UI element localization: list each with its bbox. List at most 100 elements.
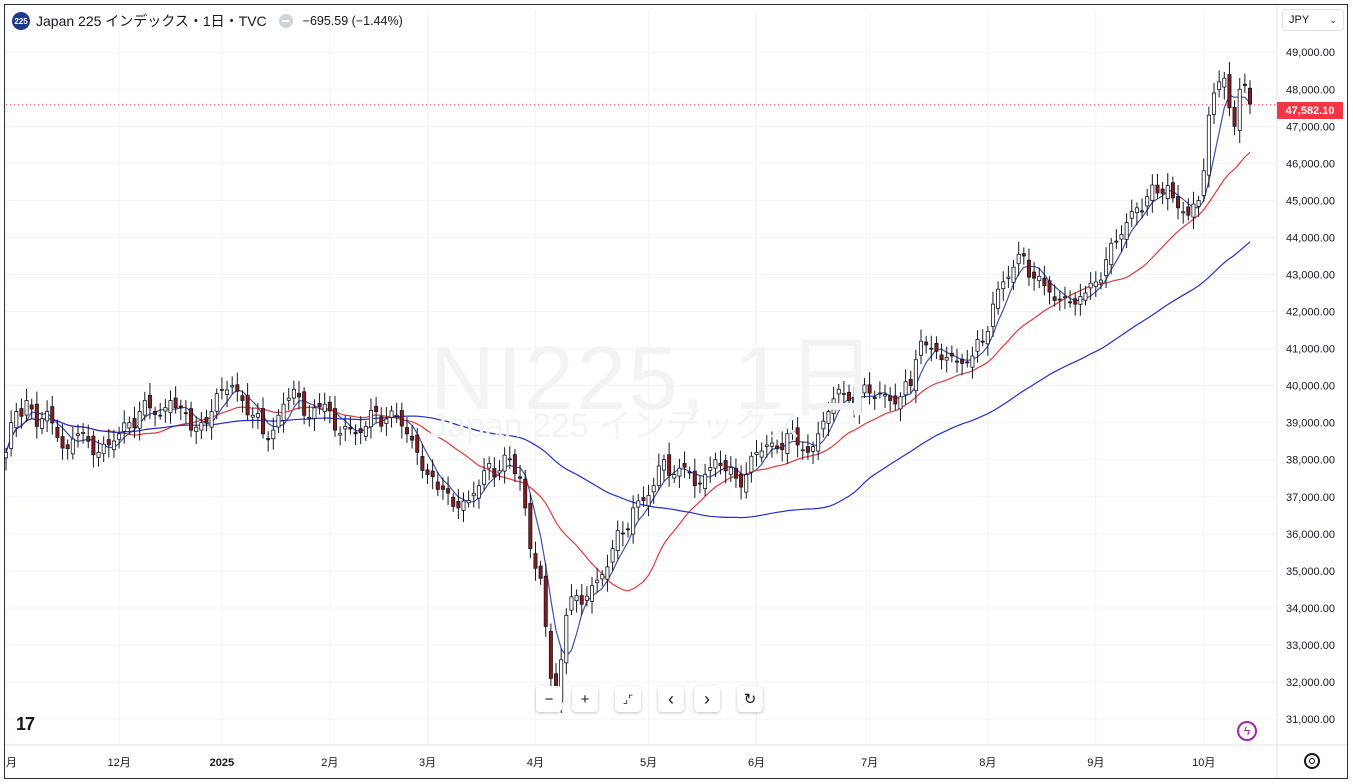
- candle-body: [985, 331, 990, 345]
- candle-body: [841, 393, 846, 395]
- candle-body: [86, 436, 91, 442]
- symbol-badge-icon: 225: [12, 12, 30, 30]
- candle-body: [497, 470, 502, 474]
- watermark-name: Japan 225 インデックス: [430, 407, 802, 445]
- candle-body: [898, 396, 903, 410]
- candle-body: [317, 402, 322, 407]
- candle-body: [1201, 170, 1206, 196]
- candle-body: [1114, 240, 1119, 243]
- candle-body: [1181, 211, 1186, 214]
- candle-body: [261, 408, 266, 435]
- candle-body: [353, 431, 358, 435]
- refresh-button[interactable]: ↻: [737, 686, 763, 712]
- candle-body: [610, 548, 615, 563]
- candle-body: [1001, 281, 1006, 290]
- x-tick-label: 2月: [321, 757, 338, 769]
- candle-body: [656, 465, 661, 486]
- candle-body: [867, 384, 872, 394]
- candle-body: [1196, 200, 1201, 207]
- candle-body: [512, 454, 517, 475]
- y-axis-labels: 31,000.00 32,000.00 33,000.00 34,000.00 35,0…: [1286, 47, 1335, 726]
- candle-body: [307, 416, 312, 419]
- candle-body: [1248, 87, 1252, 105]
- candle-body: [538, 565, 543, 579]
- candle-body: [1242, 83, 1247, 86]
- scroll-back-button[interactable]: ‹: [658, 686, 684, 712]
- candle-body: [682, 463, 687, 468]
- candle-body: [189, 408, 194, 431]
- lightning-icon[interactable]: ϟ: [1237, 721, 1257, 741]
- candle-body: [1155, 184, 1160, 194]
- candle-body: [91, 435, 96, 456]
- candle-body: [641, 497, 646, 501]
- gear-icon[interactable]: [1304, 753, 1320, 769]
- candle-body: [75, 433, 80, 436]
- candle-body: [600, 574, 605, 580]
- candle-body: [857, 396, 862, 413]
- candle-body: [703, 474, 708, 489]
- symbol-title[interactable]: Japan 225 インデックス・1日・TVC: [36, 13, 267, 29]
- candle-body: [230, 385, 235, 388]
- scroll-forward-button[interactable]: ›: [694, 686, 720, 712]
- candle-body: [1140, 210, 1145, 213]
- candle-body: [924, 341, 929, 346]
- candle-body: [872, 396, 877, 399]
- candle-body: [687, 471, 692, 474]
- candle-body: [651, 485, 656, 493]
- candle-body: [528, 503, 533, 550]
- zoom-in-button[interactable]: +: [572, 686, 598, 712]
- candle-body: [96, 451, 101, 458]
- candle-body: [620, 532, 625, 535]
- candle-body: [1124, 222, 1129, 240]
- candle-body: [122, 422, 127, 432]
- candle-body: [595, 579, 600, 584]
- y-tick-label: 34,000.00: [1286, 603, 1335, 615]
- candle-body: [1016, 253, 1021, 265]
- candle-body: [209, 411, 214, 428]
- candle-body: [764, 444, 769, 447]
- candle-body: [1186, 206, 1191, 216]
- candle-body: [893, 395, 898, 405]
- x-tick-label: 3月: [419, 757, 436, 769]
- currency-select[interactable]: JPY ⌄: [1282, 9, 1344, 31]
- candle-body: [805, 446, 810, 453]
- y-tick-label: 38,000.00: [1286, 455, 1335, 467]
- status-dot-icon[interactable]: [278, 14, 293, 28]
- candle-body: [949, 352, 954, 357]
- grid-lines: [5, 5, 1347, 778]
- candle-body: [1217, 81, 1222, 91]
- candle-body: [245, 395, 250, 416]
- reset-zoom-button[interactable]: ⌟⌜: [615, 686, 641, 712]
- candle-body: [302, 391, 307, 416]
- candle-body: [1165, 185, 1170, 199]
- candle-body: [1083, 292, 1088, 301]
- candle-body: [903, 381, 908, 396]
- candle-body: [4, 451, 8, 459]
- candle-body: [404, 427, 409, 435]
- candle-body: [1129, 211, 1134, 219]
- candle-body: [1057, 298, 1062, 301]
- zoom-out-button[interactable]: −: [536, 686, 562, 712]
- candle-body: [425, 469, 430, 475]
- candle-body: [579, 595, 584, 605]
- candle-body: [291, 388, 296, 399]
- x-tick-label: 9月: [1087, 757, 1104, 769]
- candle-body: [1006, 276, 1011, 279]
- candle-body: [800, 449, 805, 452]
- candle-body: [518, 476, 523, 479]
- candle-body: [769, 442, 774, 447]
- candle-body: [363, 425, 368, 437]
- candle-body: [888, 395, 893, 401]
- tradingview-logo-icon[interactable]: 17: [16, 714, 35, 734]
- candle-body: [358, 428, 363, 434]
- candle-body: [34, 403, 39, 427]
- candle-body: [19, 408, 24, 417]
- candle-body: [533, 553, 538, 569]
- candle-body: [132, 418, 137, 429]
- candle-body: [168, 400, 173, 414]
- candle-body: [348, 426, 353, 430]
- candle-body: [399, 410, 404, 427]
- last-price-label: 47,582.10: [1277, 102, 1343, 119]
- candle-body: [1150, 184, 1155, 201]
